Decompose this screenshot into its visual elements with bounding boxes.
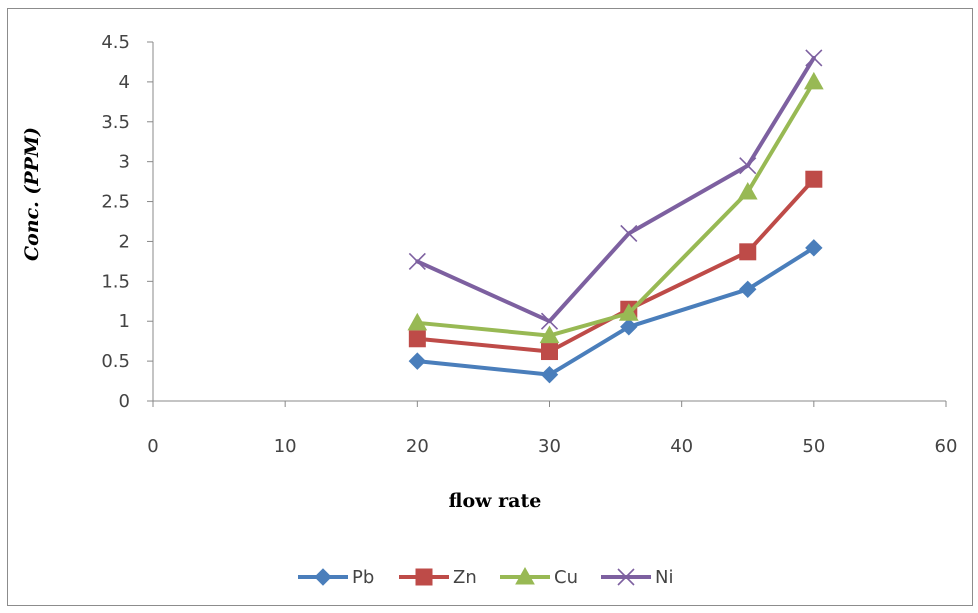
data-point-ni: [620, 224, 638, 243]
legend-marker-pb: [314, 568, 332, 586]
legend-label-pb: Pb: [352, 567, 374, 588]
series-group: [407, 49, 824, 384]
legend-item-cu: Cu: [500, 566, 578, 588]
legend-item-zn: Zn: [399, 567, 477, 588]
marker-stroke: [805, 49, 823, 67]
y-tick-label: 1: [119, 311, 130, 332]
data-point-ni: [408, 252, 426, 270]
y-tick-label: 4: [119, 72, 130, 93]
legend-label-zn: Zn: [453, 567, 477, 588]
series-line-zn: [415, 177, 816, 354]
marker-stroke: [408, 252, 426, 270]
data-point-cu: [407, 312, 428, 331]
legend-marker-cu: [515, 566, 535, 585]
y-tick-label: 4.5: [101, 32, 130, 53]
series-line-cu: [415, 79, 816, 338]
series-pb: [408, 239, 823, 384]
series-zn: [408, 170, 823, 361]
x-tick-label: 60: [935, 436, 958, 457]
y-tick-label: 3.5: [101, 112, 130, 133]
x-tick-label: 40: [670, 436, 693, 457]
legend-marker-zn: [415, 568, 433, 586]
legend-label-ni: Ni: [655, 567, 673, 588]
marker-stroke: [617, 568, 635, 586]
data-point-cu: [539, 325, 560, 344]
series-ni: [408, 49, 823, 330]
axes: 0 0.5 1 1.5 2 2.5 3 3.5 4 4.5 0 10 20 30 40 50 60: [101, 32, 957, 457]
y-tick-label: 1.5: [101, 271, 130, 292]
data-point-pb: [739, 280, 757, 299]
legend-item-pb: Pb: [298, 567, 374, 588]
legend-marker-ni: [617, 568, 635, 586]
data-point-pb: [540, 365, 559, 384]
y-tick-label: 3: [119, 152, 130, 173]
y-axis-label: Conc. (PPM): [21, 127, 43, 261]
chart-frame: [7, 8, 973, 606]
marker-stroke: [540, 312, 559, 330]
data-point-pb: [805, 239, 823, 257]
marker-stroke: [739, 157, 757, 175]
data-point-cu: [737, 181, 758, 200]
y-tick-label: 2.5: [101, 192, 130, 213]
x-tick-label: 20: [406, 436, 429, 457]
y-tick-label: 2: [119, 231, 130, 252]
series-line-ni: [415, 55, 816, 324]
x-tick-label: 50: [802, 436, 825, 457]
legend-label-cu: Cu: [554, 567, 578, 588]
data-point-pb: [408, 352, 427, 370]
series-line-pb: [415, 245, 816, 377]
data-point-zn: [541, 343, 558, 361]
data-point-cu: [803, 71, 824, 90]
data-point-pb: [620, 318, 638, 336]
y-tick-label: 0.5: [101, 351, 130, 372]
legend: Pb Zn Cu Ni: [298, 566, 673, 588]
data-point-cu: [618, 303, 639, 321]
data-point-ni: [540, 312, 559, 330]
marker-stroke: [620, 224, 638, 243]
legend-item-ni: Ni: [601, 567, 673, 588]
x-tick-label: 10: [274, 436, 297, 457]
data-point-ni: [739, 157, 757, 175]
data-point-zn: [805, 170, 823, 188]
y-tick-label: 0: [119, 391, 130, 412]
x-tick-label: 0: [147, 436, 158, 457]
x-tick-label: 30: [538, 436, 561, 457]
data-point-ni: [805, 49, 823, 67]
data-point-zn: [408, 330, 426, 348]
data-point-zn: [739, 243, 757, 261]
x-axis-label: flow rate: [449, 490, 542, 512]
series-cu: [407, 71, 824, 344]
